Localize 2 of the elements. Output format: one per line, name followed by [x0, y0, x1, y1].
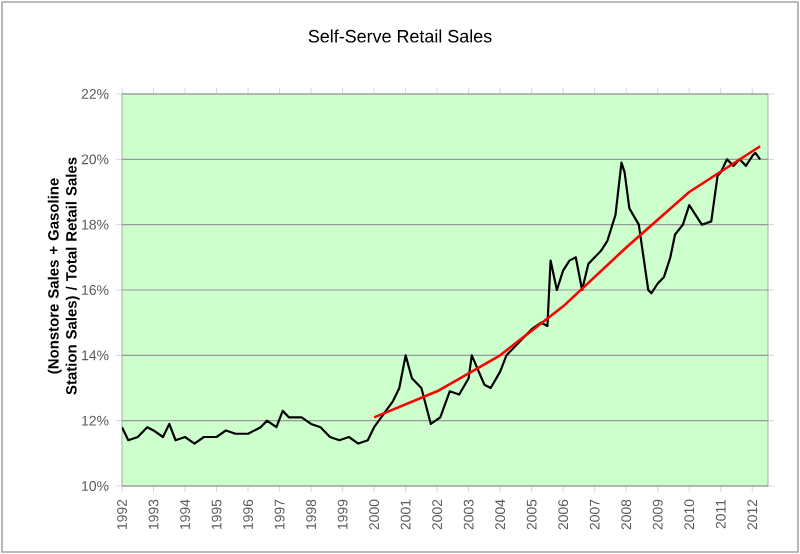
chart-title: Self-Serve Retail Sales [308, 29, 492, 43]
line-series [372, 144, 762, 419]
